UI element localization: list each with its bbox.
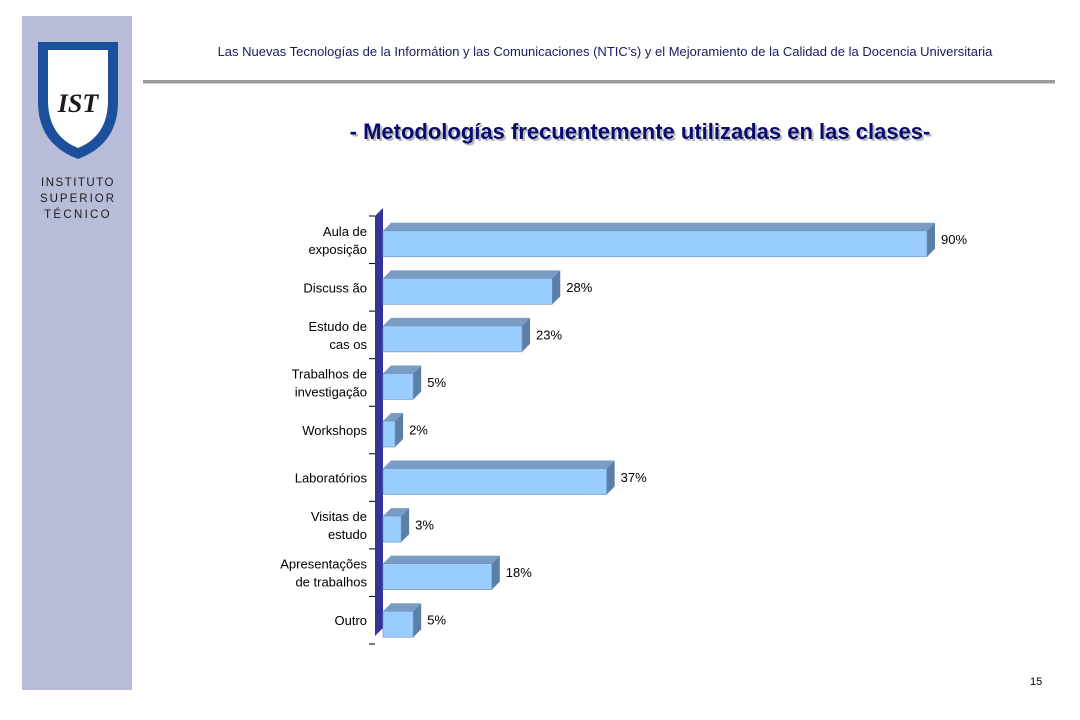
data-label: 23% (536, 327, 562, 342)
data-label: 5% (427, 375, 446, 390)
category-label: Laboratórios (295, 471, 368, 486)
data-label: 2% (409, 422, 428, 437)
data-label: 18% (506, 565, 532, 580)
bar-side (395, 413, 404, 447)
data-label: 90% (941, 232, 967, 247)
bar (382, 278, 553, 305)
category-label: Aula de (323, 224, 367, 239)
bar (382, 230, 928, 258)
category-label: Trabalhos de (292, 366, 367, 381)
bar-side (552, 270, 561, 305)
logo-shield-inner (48, 50, 108, 148)
bar-top (383, 222, 935, 231)
bar-side (491, 555, 500, 590)
category-label: Apresentações (280, 557, 367, 572)
category-label: de trabalhos (295, 575, 367, 590)
bar-side (606, 460, 615, 495)
header-text: Las Nuevas Tecnologías de la Informátion… (217, 44, 993, 59)
sidebar: IST INSTITUTO SUPERIOR TÉCNICO (22, 16, 132, 690)
bar-top (383, 365, 422, 374)
bar-top (383, 555, 500, 564)
category-label: Outro (334, 613, 367, 628)
logo-mark: IST (57, 89, 100, 118)
ist-logo: IST INSTITUTO SUPERIOR TÉCNICO (38, 42, 118, 221)
logo-line-2: SUPERIOR (40, 193, 116, 205)
data-label: 3% (415, 518, 434, 533)
bar-side (413, 603, 422, 638)
category-label: estudo (328, 527, 367, 542)
bar-side (413, 365, 422, 400)
category-label: Discuss ão (303, 280, 367, 295)
header-divider (143, 80, 1055, 84)
data-label: 37% (621, 470, 647, 485)
bar-top (383, 460, 615, 469)
category-label: investigação (295, 384, 367, 399)
bar-side (401, 508, 410, 543)
bar-top (383, 270, 561, 279)
category-label: Estudo de (308, 319, 367, 334)
logo-line-1: INSTITUTO (41, 177, 115, 189)
category-label: exposição (308, 242, 367, 257)
category-label: Visitas de (311, 509, 367, 524)
bar (382, 563, 493, 590)
bar-top (383, 413, 404, 421)
logo-line-3: TÉCNICO (44, 208, 112, 221)
bar (382, 468, 607, 495)
bar (382, 610, 414, 638)
data-label: 28% (566, 280, 592, 295)
category-label: Workshops (302, 423, 367, 438)
category-label: cas os (329, 337, 367, 352)
bar-top (383, 508, 410, 517)
bar (382, 420, 396, 448)
bar-top (383, 317, 531, 326)
bar (382, 515, 402, 543)
data-label: 5% (427, 613, 446, 628)
slide-title: - Metodologías frecuentemente utilizadas… (349, 119, 931, 144)
bar (382, 325, 523, 353)
bar-side (927, 222, 935, 257)
bar (382, 373, 414, 400)
bar-top (383, 603, 422, 612)
page-number: 15 (1030, 676, 1043, 688)
axis-wall (375, 208, 383, 636)
bar-side (522, 317, 531, 352)
